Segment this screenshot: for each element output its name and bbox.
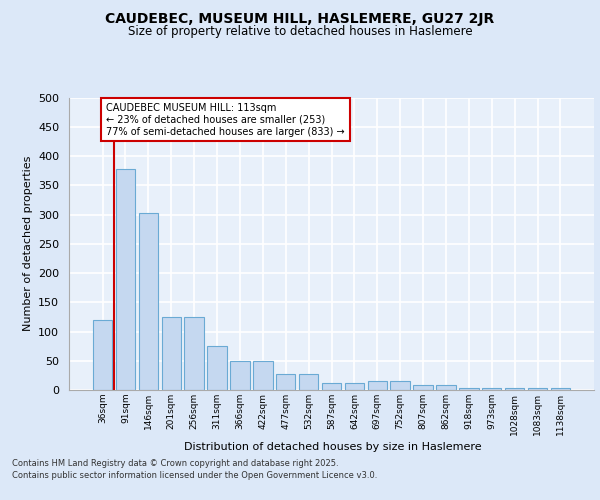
Bar xyxy=(482,388,502,390)
Bar xyxy=(368,381,387,390)
Bar xyxy=(208,346,227,390)
Text: CAUDEBEC, MUSEUM HILL, HASLEMERE, GU27 2JR: CAUDEBEC, MUSEUM HILL, HASLEMERE, GU27 2… xyxy=(106,12,494,26)
Text: Contains public sector information licensed under the Open Government Licence v3: Contains public sector information licen… xyxy=(12,471,377,480)
Bar xyxy=(436,386,455,390)
Bar xyxy=(230,361,250,390)
Bar xyxy=(413,386,433,390)
Text: CAUDEBEC MUSEUM HILL: 113sqm
← 23% of detached houses are smaller (253)
77% of s: CAUDEBEC MUSEUM HILL: 113sqm ← 23% of de… xyxy=(106,104,344,136)
Bar xyxy=(253,361,272,390)
Bar xyxy=(161,317,181,390)
Bar xyxy=(344,383,364,390)
Text: Distribution of detached houses by size in Haslemere: Distribution of detached houses by size … xyxy=(184,442,482,452)
Text: Contains HM Land Registry data © Crown copyright and database right 2025.: Contains HM Land Registry data © Crown c… xyxy=(12,458,338,468)
Bar xyxy=(299,374,319,390)
Bar xyxy=(528,388,547,390)
Bar xyxy=(551,388,570,390)
Bar xyxy=(276,374,295,390)
Bar xyxy=(391,381,410,390)
Bar xyxy=(322,383,341,390)
Bar xyxy=(116,169,135,390)
Text: Size of property relative to detached houses in Haslemere: Size of property relative to detached ho… xyxy=(128,25,472,38)
Bar xyxy=(139,214,158,390)
Bar xyxy=(459,388,479,390)
Y-axis label: Number of detached properties: Number of detached properties xyxy=(23,156,32,332)
Bar xyxy=(93,320,112,390)
Bar xyxy=(184,317,204,390)
Bar xyxy=(505,388,524,390)
